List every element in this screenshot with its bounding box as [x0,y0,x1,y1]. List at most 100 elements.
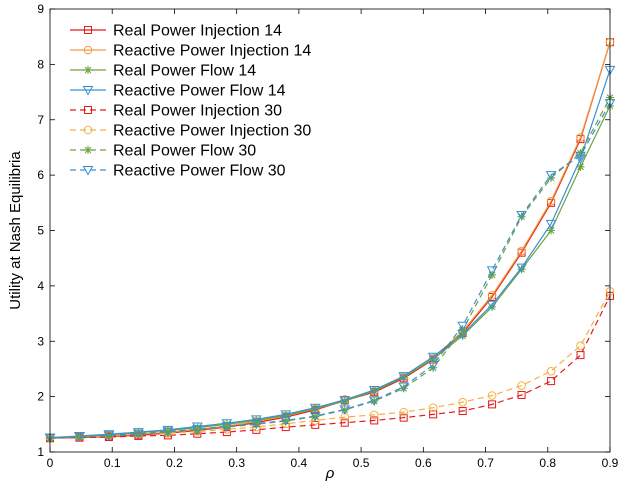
legend-marker [84,26,92,34]
legend-marker [82,86,94,96]
y-tick-label: 3 [37,334,44,348]
data-point [339,405,351,415]
legend-item: Real Power Flow 14 [70,63,256,80]
data-point [517,246,526,256]
legend-item: Reactive Power Flow 14 [70,83,286,100]
data-point [547,226,556,235]
data-point [281,416,290,425]
series-8 [44,99,616,444]
data-point [576,148,585,157]
data-point [517,212,526,221]
data-point [221,419,233,429]
data-point [221,422,233,433]
legend-marker [83,45,93,55]
y-tick-label: 4 [37,279,44,293]
legend-label: Real Power Injection 14 [113,23,282,40]
data-point [250,419,262,430]
data-point [576,162,585,171]
data-point [280,416,292,426]
data-point [429,354,438,363]
data-point [399,413,408,422]
data-point [370,387,379,396]
legend-marker [83,125,93,135]
x-tick-label: 0.1 [104,456,121,470]
data-point [370,416,379,425]
data-point [191,425,203,435]
data-point [222,423,231,432]
x-tick-label: 0.6 [415,456,432,470]
data-point [546,196,556,206]
data-point [399,384,408,393]
legend-label: Reactive Power Injection 30 [113,123,311,140]
data-point [547,377,556,386]
data-point [486,300,498,311]
legend-label: Reactive Power Flow 30 [113,163,286,180]
data-point [311,404,320,413]
legend-item: Reactive Power Injection 30 [70,123,311,140]
data-point [576,133,585,142]
legend-item: Real Power Flow 30 [70,143,256,160]
data-point [163,428,172,437]
legend-item: Real Power Injection 30 [70,103,282,120]
y-tick-label: 8 [37,57,44,71]
legend-marker [84,106,92,114]
x-axis-label: ρ [325,465,335,482]
data-point [368,385,380,396]
y-tick-label: 2 [37,390,44,404]
legend-label: Real Power Flow 30 [113,143,256,160]
series-6 [45,287,615,442]
data-point [458,331,467,340]
y-tick-label: 6 [37,168,44,182]
data-point [575,151,586,162]
series-line [49,69,611,439]
data-point [340,397,349,406]
data-point [516,210,527,221]
x-tick-label: 0.8 [539,456,556,470]
data-point [547,173,556,182]
plot-area [44,37,616,444]
data-point [545,171,557,181]
data-point [309,412,321,422]
data-point [75,433,84,442]
data-point [340,405,349,414]
x-tick-label: 0.7 [477,456,494,470]
y-tick-label: 5 [37,224,44,238]
x-tick-label: 0 [47,456,54,470]
legend-item: Real Power Injection 14 [70,23,282,40]
data-point [488,302,497,311]
series-line [49,295,611,439]
data-point [398,372,410,382]
data-point [339,395,351,406]
data-point [281,411,290,420]
x-tick-label: 0.2 [166,456,183,470]
data-point [517,265,526,274]
data-point [488,400,497,409]
legend-label: Real Power Flow 14 [113,63,256,80]
data-point [252,420,261,429]
y-tick-label: 1 [37,445,44,459]
data-point [486,266,498,276]
data-point [134,430,143,439]
data-point [280,410,292,420]
data-point [545,219,557,230]
series-line [49,102,611,439]
data-point [399,407,408,417]
data-point [368,396,380,407]
data-point [104,431,113,440]
series-line [49,291,611,439]
data-point [429,363,438,372]
data-point [516,263,527,274]
data-point [398,382,410,393]
y-axis-label: Utility at Nash Equilibria [7,151,24,310]
data-point [340,418,349,427]
data-point [576,341,585,350]
data-point [546,366,556,376]
data-point [427,361,439,371]
axes: 0 0.1 0.2 0.3 0.4 0.5 0.6 0.7 0.8 0.9 1 2 3 4 5 6 7 8 9 [37,2,618,470]
x-tick-label: 0.4 [291,456,308,470]
legend: Real Power Injection 14 Reactive Power In… [70,23,311,180]
legend-marker [82,166,94,176]
data-point [517,381,526,390]
